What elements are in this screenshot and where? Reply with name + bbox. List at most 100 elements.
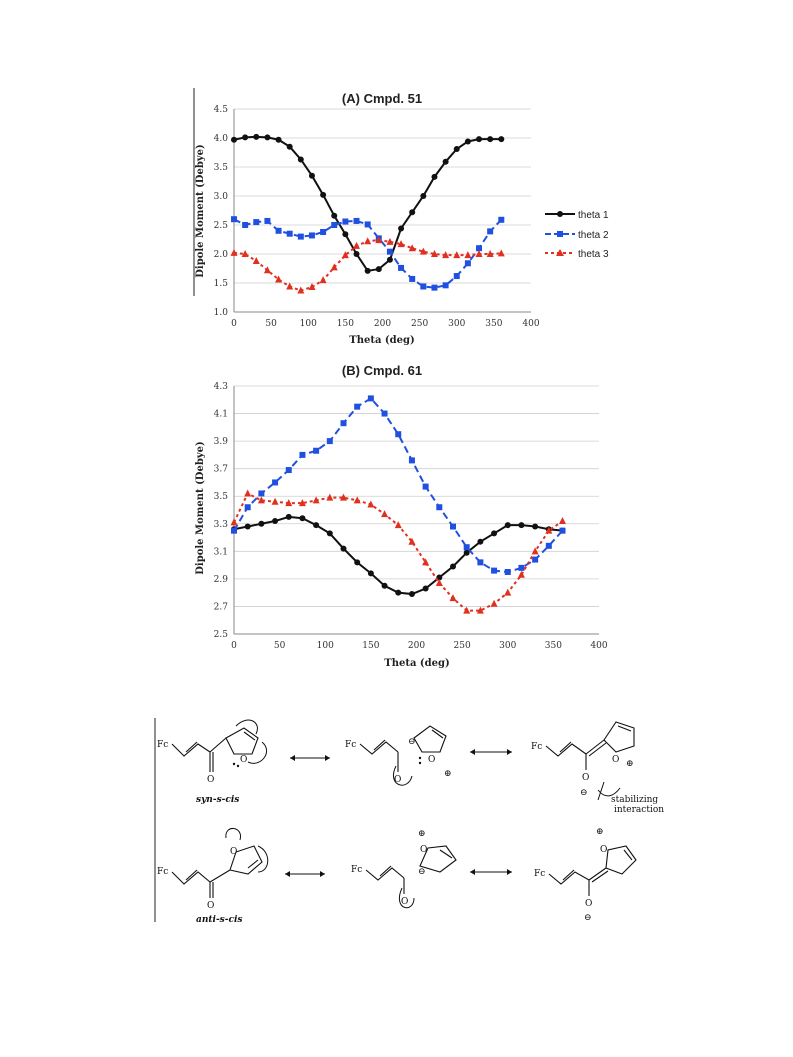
chart-a-data-point — [364, 267, 371, 274]
chart-a-data-point — [476, 136, 483, 143]
chart-a-legend: theta 1 theta 2 theta 3 — [545, 210, 609, 260]
chart-b-data-point — [476, 606, 484, 614]
chart-b-data-point — [559, 527, 566, 534]
chart-b-data-point — [285, 513, 292, 520]
chart-a-data-point — [297, 233, 304, 240]
chart-b-x-tick-label: 0 — [231, 641, 237, 651]
chart-b-data-point — [354, 559, 361, 566]
chart-a-data-point — [409, 275, 416, 282]
chart-a-data-point — [464, 260, 471, 267]
chart-a-data-point — [398, 225, 405, 232]
anti-s-cis-label: anti-s-cis — [196, 915, 242, 925]
chart-b-data-point — [518, 522, 525, 529]
chart-a-x-tick-label: 300 — [448, 319, 465, 329]
chart-b-x-tick-label: 350 — [545, 641, 562, 651]
chart-b-data-point — [531, 547, 539, 555]
chart-b-data-point — [463, 544, 470, 551]
syn-s-cis-label: syn-s-cis — [196, 795, 239, 805]
chart-b-data-point — [504, 569, 511, 575]
chart-a-data-point — [253, 219, 260, 226]
chart-b-y-tick-label: 3.5 — [214, 492, 229, 502]
chart-a-data-point — [308, 283, 316, 291]
chart-a-data-point — [308, 172, 315, 179]
chart-a-data-point — [431, 284, 438, 291]
legend-entry-theta-3: theta 3 — [545, 249, 609, 260]
chart-a: (A) Cmpd. 51 1.0 1.5 2.0 2.5 3.0 3.5 4.0 4.5 0 5… — [193, 88, 609, 346]
plus-charge: ⊕ — [418, 829, 426, 839]
chart-b-y-tick-label: 2.5 — [214, 630, 229, 640]
resonance-arrow-3 — [285, 871, 325, 877]
fc-label: Fc — [345, 740, 356, 750]
chart-a-data-point — [420, 283, 427, 290]
chart-a-data-point — [364, 221, 371, 228]
chart-a-series-2 — [231, 216, 505, 291]
chart-a-data-point — [476, 245, 483, 252]
chart-b-data-point — [367, 500, 375, 508]
chart-a-data-point — [230, 248, 238, 256]
furan-o-label: O — [420, 845, 427, 855]
chart-a-x-tick-label: 250 — [411, 319, 428, 329]
chart-a-data-point — [475, 250, 483, 257]
chart-a-y-axis-label: Dipole Moment (Debye) — [195, 144, 206, 278]
chart-a-grid — [233, 108, 531, 313]
chart-a-series — [230, 133, 505, 294]
chart-a-data-point — [308, 232, 315, 239]
chart-b-data-point — [230, 518, 238, 526]
chart-a-data-point — [286, 143, 293, 150]
legend-label-theta-3: theta 3 — [578, 249, 609, 260]
chart-a-data-point — [498, 136, 505, 143]
chart-a-data-point — [431, 173, 438, 180]
chart-a-data-point — [498, 216, 505, 223]
chart-a-data-point — [330, 263, 338, 271]
chart-a-x-tick-label: 200 — [374, 319, 391, 329]
chart-a-data-point — [342, 218, 349, 225]
chart-a-data-point — [453, 251, 461, 259]
chart-a-data-point — [286, 230, 293, 237]
chart-a-data-point — [320, 191, 327, 198]
resonance-arrow-2 — [470, 749, 512, 755]
chart-a-y-tick-label: 2.5 — [214, 221, 229, 231]
chart-a-series-3 — [230, 236, 505, 294]
chart-b-y-tick-label: 4.1 — [214, 410, 228, 420]
carbonyl-o-label: O — [394, 775, 401, 785]
chart-b-data-point — [313, 447, 320, 454]
chart-a-data-point — [409, 209, 416, 216]
chart-b-data-point — [504, 588, 512, 596]
chart-a-y-tick-label: 2.0 — [214, 250, 229, 260]
chart-b-data-point — [244, 489, 252, 497]
chart-b-y-axis-label: Dipole Moment (Debye) — [195, 441, 206, 575]
chart-b-y-tick-label: 2.7 — [214, 602, 229, 612]
chart-b-data-point — [231, 527, 237, 534]
chart-a-y-tick-label: 3.5 — [214, 163, 229, 173]
chart-b-y-tick-label: 3.9 — [214, 437, 229, 447]
legend-entry-theta-2: theta 2 — [545, 230, 609, 241]
chart-a-x-tick-label: 50 — [265, 319, 277, 329]
furan-o-label: O — [240, 755, 247, 765]
resonance-arrow-1 — [290, 755, 330, 761]
chart-b-data-point — [408, 591, 415, 598]
chart-b-y-tick-label: 3.3 — [214, 520, 229, 530]
chart-b-data-point — [450, 523, 456, 530]
chart-b-series — [230, 395, 566, 614]
chart-b-series-line — [233, 397, 564, 574]
carbonyl-o-label: O — [207, 775, 214, 785]
chart-a-data-point — [464, 138, 471, 145]
chart-a-x-tick-label: 100 — [300, 319, 317, 329]
chart-a-y-tick-label: 4.5 — [214, 105, 229, 115]
chart-b-x-ticks: 0 50 100 150 200 250 300 350 400 — [231, 641, 608, 651]
chart-b-data-point — [532, 523, 539, 530]
anti-s-cis-structure-3: Fc O ⊖ ⊕ O — [534, 827, 637, 923]
syn-s-cis-structure-2: Fc O ⊖ O ⊕ — [345, 725, 452, 786]
chart-a-data-point — [231, 216, 237, 223]
chart-b-data-point — [517, 570, 525, 578]
chart-a-data-point — [420, 193, 427, 199]
chart-b-y-tick-label: 3.7 — [214, 465, 229, 475]
chart-b-data-point — [285, 467, 292, 474]
chart-b-y-ticks: 2.5 2.7 2.9 3.1 3.3 3.5 3.7 3.9 4.1 4.3 — [214, 382, 229, 640]
chart-a-data-point — [353, 241, 361, 249]
chart-a-data-point — [386, 237, 394, 245]
minus-charge: ⊖ — [580, 788, 588, 798]
chart-b-data-point — [422, 585, 429, 592]
chart-a-data-point — [231, 136, 237, 143]
chart-a-data-point — [398, 264, 405, 271]
